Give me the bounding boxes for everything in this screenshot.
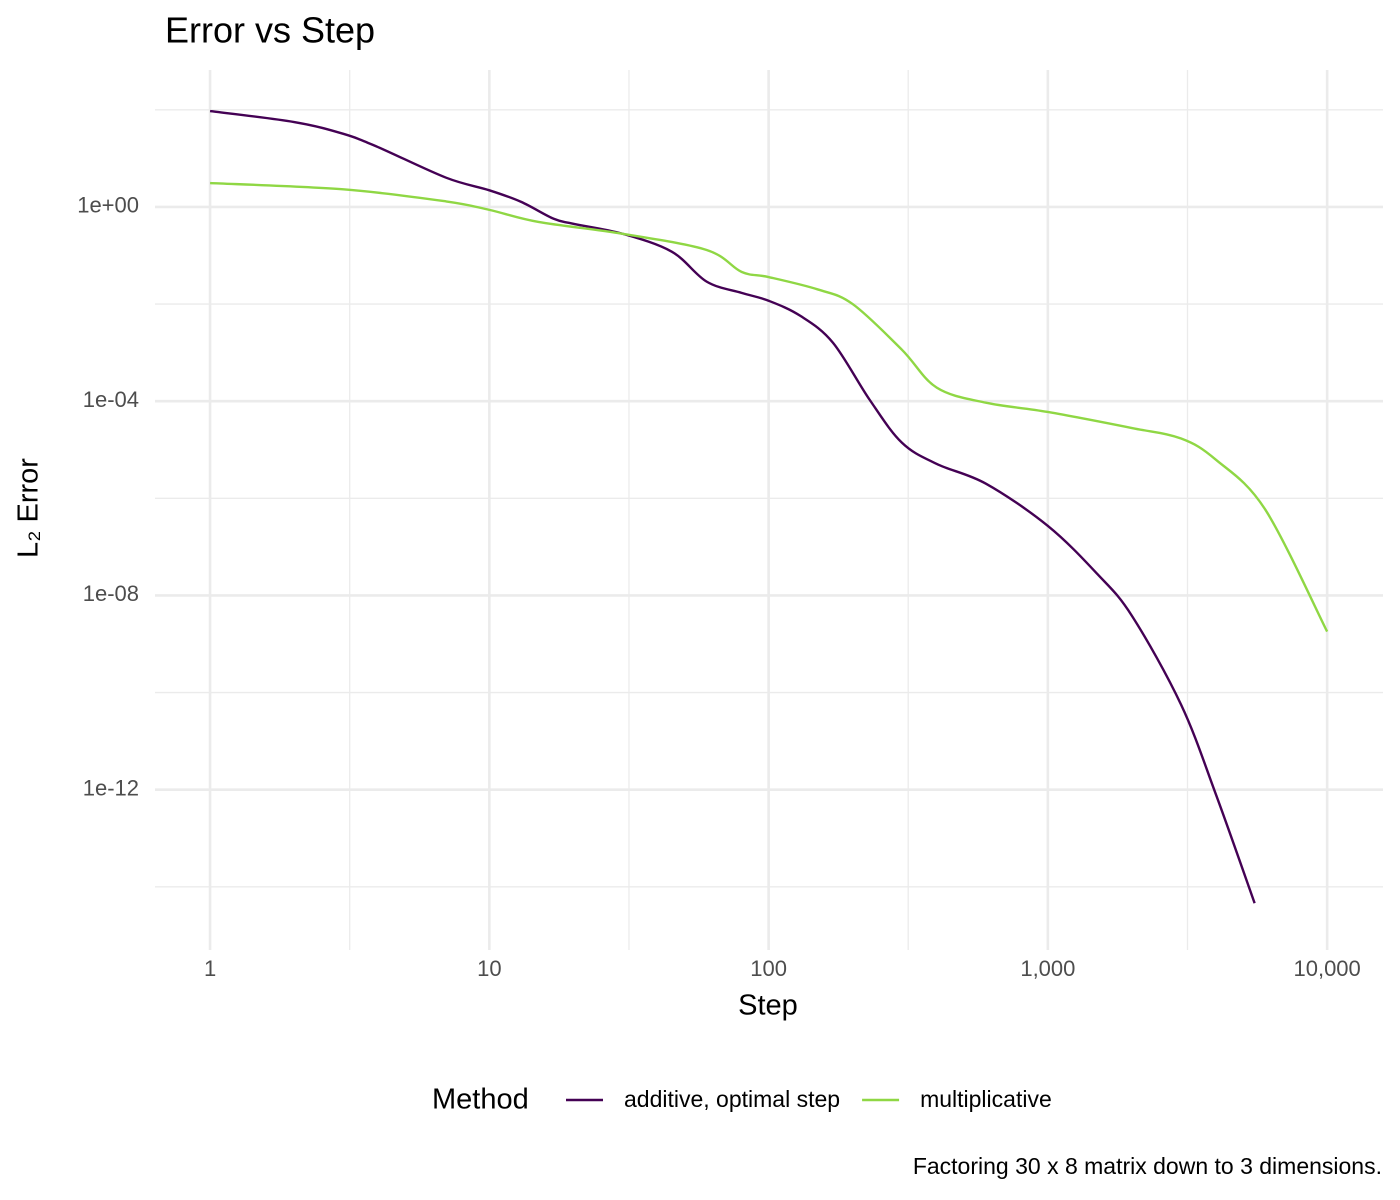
y-tick-label: 1e-08: [83, 581, 139, 606]
x-tick-label: 1,000: [1020, 956, 1075, 981]
chart-title: Error vs Step: [165, 10, 375, 51]
y-tick-label: 1e-12: [83, 776, 139, 801]
legend-title: Method: [432, 1084, 529, 1116]
y-axis-title: L₂ Error: [13, 458, 45, 558]
x-tick-label: 10,000: [1293, 956, 1360, 981]
x-tick-label: 1: [204, 956, 216, 981]
grid: [155, 70, 1383, 950]
x-tick-label: 10: [477, 956, 501, 981]
y-tick-label: 1e-04: [83, 387, 139, 412]
x-axis-title: Step: [738, 990, 798, 1022]
legend-label: additive, optimal step: [624, 1086, 840, 1112]
caption: Factoring 30 x 8 matrix down to 3 dimens…: [913, 1153, 1382, 1179]
line: [209, 109, 1256, 904]
line: [210, 181, 1329, 633]
y-tick-label: 1e+00: [77, 193, 139, 218]
legend-label: multiplicative: [920, 1086, 1052, 1112]
x-tick-label: 100: [750, 956, 787, 981]
